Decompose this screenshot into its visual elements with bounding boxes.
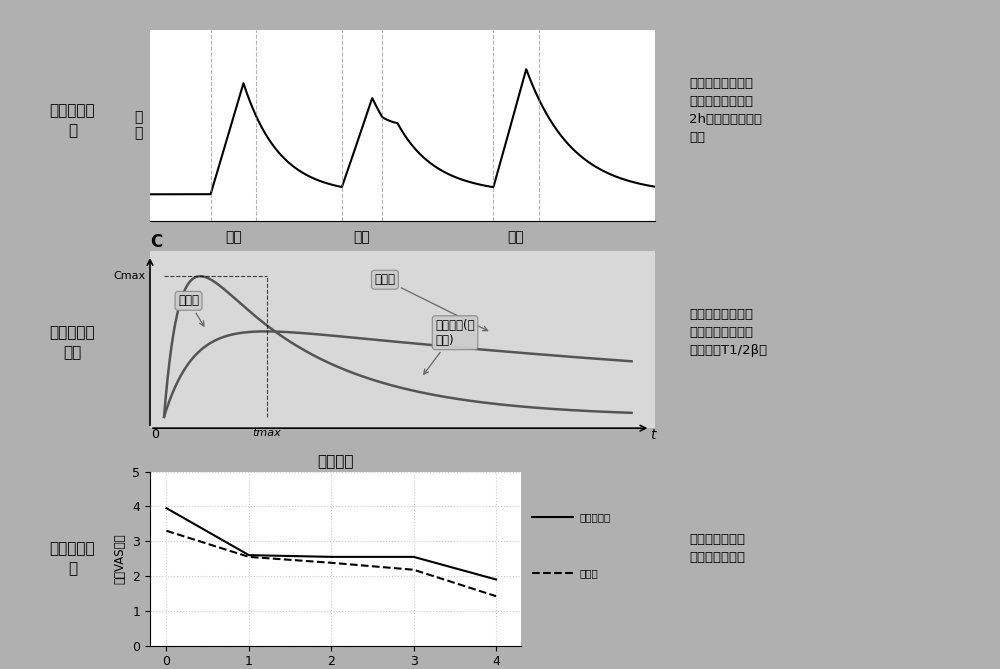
肝膊脓粒粒 bbox=[160, 504, 172, 512]
安慰剂 bbox=[490, 592, 502, 600]
Text: 0: 0 bbox=[151, 428, 159, 441]
Text: 两个维度考量：浓
度下降一半所需要
的时间，T1/2β。: 两个维度考量：浓 度下降一半所需要 的时间，T1/2β。 bbox=[689, 308, 767, 357]
肝膊脓粒粒 bbox=[408, 553, 420, 561]
Text: 肝膊脓粒粒: 肝膊脓粒粒 bbox=[579, 512, 611, 522]
Title: 目晴干涩: 目晴干涩 bbox=[317, 454, 354, 469]
肝膊脓粒粒 bbox=[325, 553, 337, 561]
Text: 症状强度趋
势: 症状强度趋 势 bbox=[50, 541, 95, 576]
Text: 吸收后相(消
除相): 吸收后相(消 除相) bbox=[424, 318, 475, 374]
安慰剂 bbox=[325, 559, 337, 567]
肝膊脓粒粒 bbox=[243, 551, 255, 559]
Text: 吸收相: 吸收相 bbox=[178, 294, 204, 326]
Line: 安慰剂: 安慰剂 bbox=[166, 531, 496, 596]
Text: tmax: tmax bbox=[253, 428, 281, 438]
Text: 单一维度考量：标
定时间点（空腹或
2h），观察血糖浓
度。: 单一维度考量：标 定时间点（空腹或 2h），观察血糖浓 度。 bbox=[689, 76, 762, 144]
Text: 血糖波动曲
线: 血糖波动曲 线 bbox=[50, 103, 95, 138]
Text: 平衡相: 平衡相 bbox=[374, 273, 488, 330]
Text: 单一维度考量？
两个维度考量？: 单一维度考量？ 两个维度考量？ bbox=[689, 533, 745, 565]
Text: Cmax: Cmax bbox=[113, 271, 145, 281]
安慰剂 bbox=[408, 566, 420, 574]
肝膊脓粒粒 bbox=[490, 575, 502, 583]
Line: 肝膊脓粒粒: 肝膊脓粒粒 bbox=[166, 508, 496, 579]
Text: 安慰剂: 安慰剂 bbox=[579, 568, 598, 578]
Y-axis label: 血
糖: 血 糖 bbox=[135, 110, 143, 140]
Text: C: C bbox=[150, 233, 162, 251]
安慰剂 bbox=[243, 553, 255, 561]
Text: t: t bbox=[650, 428, 656, 442]
安慰剂 bbox=[160, 527, 172, 535]
Y-axis label: 患者VAS评分: 患者VAS评分 bbox=[114, 533, 127, 584]
Text: 药代动力学
曲线: 药代动力学 曲线 bbox=[50, 325, 95, 361]
